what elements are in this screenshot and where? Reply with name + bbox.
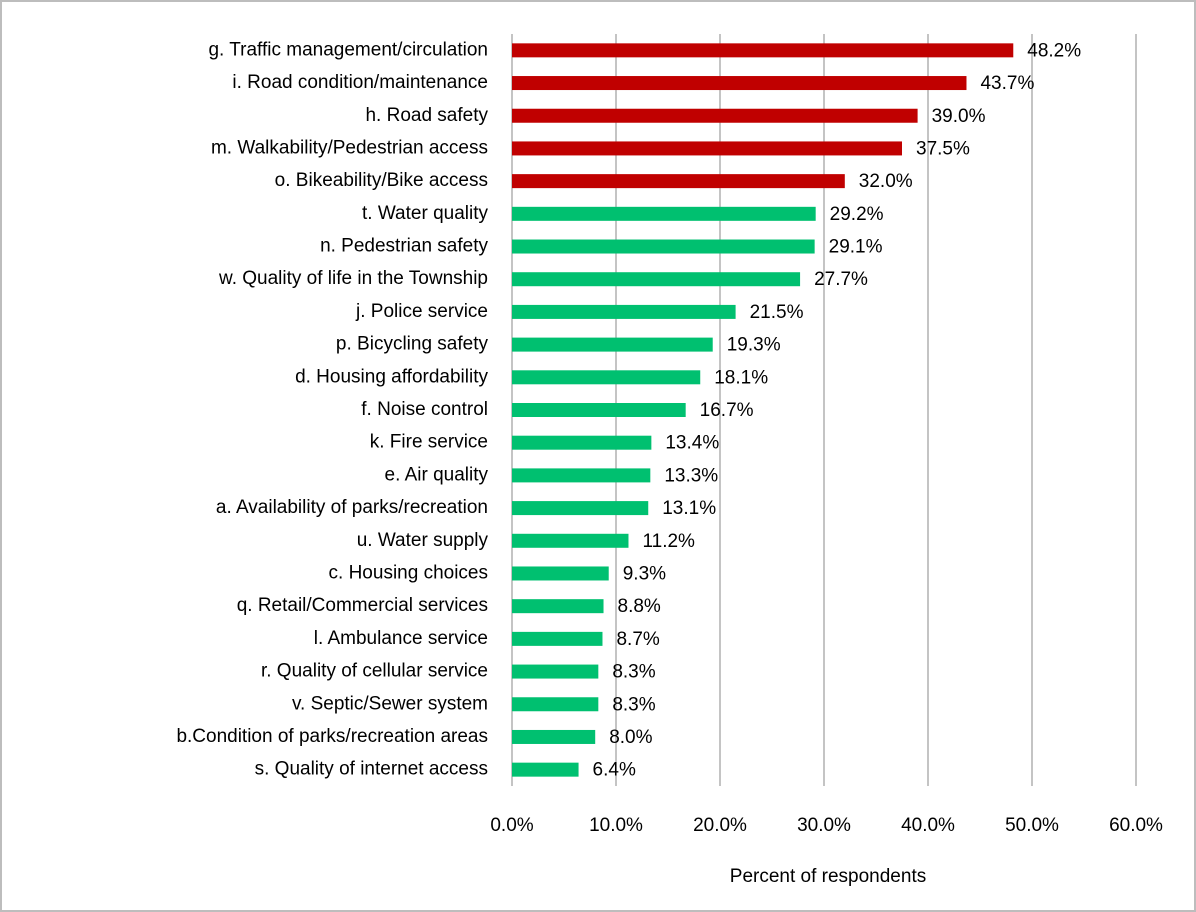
- bar: [512, 533, 629, 548]
- data-label: 8.8%: [618, 596, 661, 617]
- x-tick-label: 20.0%: [693, 815, 747, 836]
- data-label: 29.2%: [830, 204, 884, 225]
- x-tick-label: 10.0%: [589, 815, 643, 836]
- y-tick-label: p. Bicycling safety: [336, 334, 489, 355]
- y-tick-label: u. Water supply: [357, 530, 489, 551]
- y-tick-label: c. Housing choices: [329, 562, 488, 583]
- data-label: 16.7%: [700, 400, 754, 421]
- y-tick-label: r. Quality of cellular service: [261, 661, 488, 682]
- bar: [512, 272, 801, 287]
- y-tick-label: n. Pedestrian safety: [320, 236, 488, 257]
- y-tick-label: v. Septic/Sewer system: [292, 693, 488, 714]
- bar: [512, 403, 686, 417]
- data-label: 29.1%: [829, 237, 883, 258]
- data-label: 8.7%: [616, 629, 659, 650]
- data-label: 13.1%: [662, 498, 716, 519]
- data-label: 48.2%: [1027, 40, 1081, 61]
- y-tick-label: e. Air quality: [385, 464, 489, 485]
- bar: [512, 599, 604, 614]
- y-tick-label: o. Bikeability/Bike access: [275, 170, 488, 191]
- data-label: 18.1%: [714, 367, 768, 388]
- bar: [512, 435, 652, 450]
- data-label: 37.5%: [916, 138, 970, 159]
- data-label: 8.3%: [612, 694, 655, 715]
- y-tick-label: d. Housing affordability: [295, 366, 488, 387]
- y-tick-label: k. Fire service: [370, 432, 488, 453]
- x-tick-label: 50.0%: [1005, 815, 1059, 836]
- y-tick-label: g. Traffic management/circulation: [208, 39, 488, 60]
- bar: [512, 174, 845, 189]
- bar: [512, 697, 599, 712]
- bar: [512, 501, 649, 516]
- y-tick-label: i. Road condition/maintenance: [232, 72, 488, 93]
- y-tick-label: j. Police service: [355, 301, 488, 322]
- data-label: 8.3%: [612, 662, 655, 683]
- data-label: 19.3%: [727, 335, 781, 356]
- bar: [512, 729, 596, 744]
- bar: [512, 76, 967, 91]
- data-label: 13.3%: [664, 465, 718, 486]
- x-axis-title: Percent of respondents: [730, 866, 926, 887]
- y-tick-label: a. Availability of parks/recreation: [216, 497, 488, 518]
- x-tick-label: 0.0%: [490, 815, 533, 836]
- bar: [512, 762, 579, 777]
- y-tick-label: l. Ambulance service: [314, 628, 488, 649]
- y-tick-label: h. Road safety: [365, 105, 488, 126]
- data-label: 21.5%: [750, 302, 804, 323]
- x-tick-label: 30.0%: [797, 815, 851, 836]
- data-label: 6.4%: [593, 760, 636, 781]
- y-tick-label: m. Walkability/Pedestrian access: [211, 137, 488, 158]
- data-label: 13.4%: [665, 433, 719, 454]
- data-label: 32.0%: [859, 171, 913, 192]
- y-tick-label: t. Water quality: [362, 203, 489, 224]
- data-label: 11.2%: [642, 531, 695, 552]
- y-tick-label: s. Quality of internet access: [255, 759, 488, 780]
- bar: [512, 108, 918, 123]
- data-label: 27.7%: [814, 269, 868, 290]
- bar: [512, 631, 603, 646]
- bar: [512, 370, 701, 385]
- bar: [512, 43, 1014, 58]
- data-label: 8.0%: [609, 727, 652, 748]
- data-label: 9.3%: [623, 563, 666, 584]
- bar: [512, 566, 609, 581]
- bar: [512, 337, 713, 352]
- x-tick-label: 60.0%: [1109, 815, 1163, 836]
- bar: [512, 206, 816, 221]
- x-tick-label: 40.0%: [901, 815, 955, 836]
- bar: [512, 141, 902, 156]
- bar: [512, 664, 599, 679]
- y-tick-label: f. Noise control: [361, 399, 488, 420]
- bar: [512, 468, 651, 483]
- data-label: 43.7%: [980, 73, 1034, 94]
- y-tick-label: q. Retail/Commercial services: [237, 595, 488, 616]
- bar: [512, 304, 736, 319]
- y-tick-label: w. Quality of life in the Township: [218, 268, 488, 289]
- bar: [512, 239, 815, 254]
- data-label: 39.0%: [932, 106, 986, 127]
- y-tick-label: b.Condition of parks/recreation areas: [176, 726, 488, 747]
